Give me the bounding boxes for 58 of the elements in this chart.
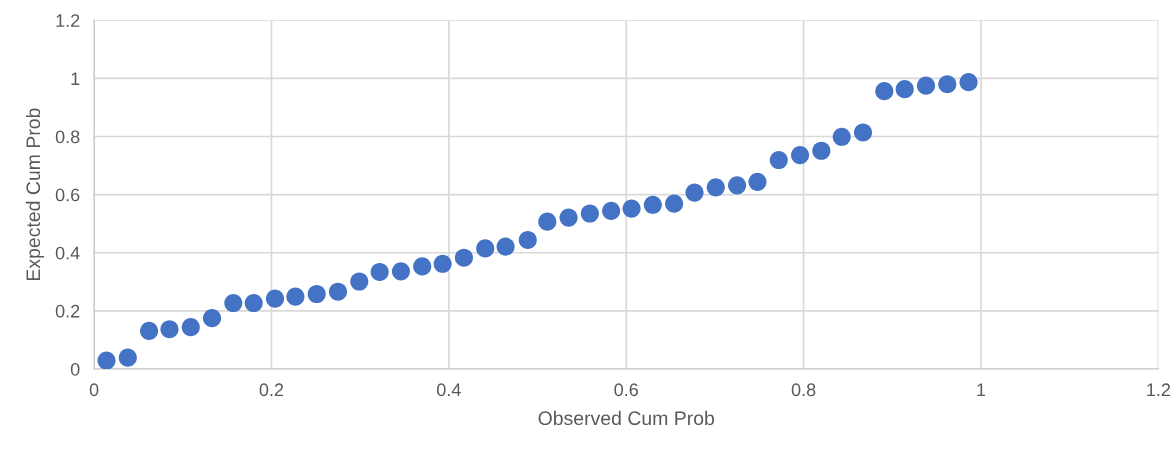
x-axis-title: Observed Cum Prob bbox=[538, 410, 715, 426]
point bbox=[370, 262, 389, 281]
point bbox=[748, 172, 767, 191]
point bbox=[769, 150, 788, 170]
point bbox=[160, 320, 179, 339]
point bbox=[454, 248, 473, 267]
x-tick-label: 0.2 bbox=[259, 383, 284, 397]
point bbox=[476, 239, 495, 258]
point bbox=[244, 293, 263, 313]
point bbox=[643, 195, 662, 214]
point bbox=[602, 201, 621, 220]
x-tick-label: 0 bbox=[89, 383, 99, 397]
point bbox=[916, 76, 936, 95]
point bbox=[853, 123, 873, 142]
x-tick-label: 1 bbox=[977, 383, 986, 396]
point bbox=[265, 289, 285, 308]
point bbox=[832, 127, 851, 146]
point bbox=[706, 178, 725, 197]
y-tick-label: 1.2 bbox=[56, 14, 80, 27]
point bbox=[118, 348, 137, 367]
x-tick-label: 0.6 bbox=[614, 383, 638, 397]
y-tick-label: 0 bbox=[70, 362, 80, 376]
point bbox=[938, 75, 957, 94]
point bbox=[559, 208, 578, 227]
point bbox=[538, 212, 557, 231]
point bbox=[307, 284, 326, 304]
y-axis-title: Expected Cum Prob bbox=[25, 108, 44, 281]
point bbox=[875, 82, 894, 101]
point bbox=[496, 237, 515, 256]
point bbox=[895, 80, 914, 99]
y-tick-label: 1 bbox=[71, 72, 80, 85]
point bbox=[812, 141, 831, 160]
point bbox=[391, 262, 410, 281]
point bbox=[181, 318, 200, 337]
point bbox=[413, 257, 432, 276]
y-tick-label: 0.8 bbox=[55, 130, 80, 144]
point bbox=[328, 282, 348, 301]
point bbox=[580, 204, 599, 223]
point bbox=[286, 287, 305, 306]
x-tick-label: 0.8 bbox=[791, 383, 816, 397]
point bbox=[622, 199, 641, 218]
point bbox=[224, 293, 243, 313]
point bbox=[665, 194, 684, 213]
point bbox=[518, 230, 537, 250]
y-tick-label: 0.6 bbox=[55, 188, 80, 202]
point bbox=[959, 73, 978, 92]
point bbox=[350, 272, 369, 291]
point bbox=[791, 146, 810, 165]
x-tick-label: 1.2 bbox=[1147, 383, 1170, 396]
point bbox=[433, 254, 452, 273]
point bbox=[140, 321, 159, 340]
point bbox=[202, 309, 222, 328]
point bbox=[728, 176, 747, 195]
point bbox=[97, 351, 116, 369]
y-tick-label: 0.4 bbox=[55, 246, 80, 260]
x-tick-label: 0.4 bbox=[437, 383, 461, 397]
point bbox=[685, 183, 704, 202]
y-tick-label: 0.2 bbox=[55, 304, 80, 318]
